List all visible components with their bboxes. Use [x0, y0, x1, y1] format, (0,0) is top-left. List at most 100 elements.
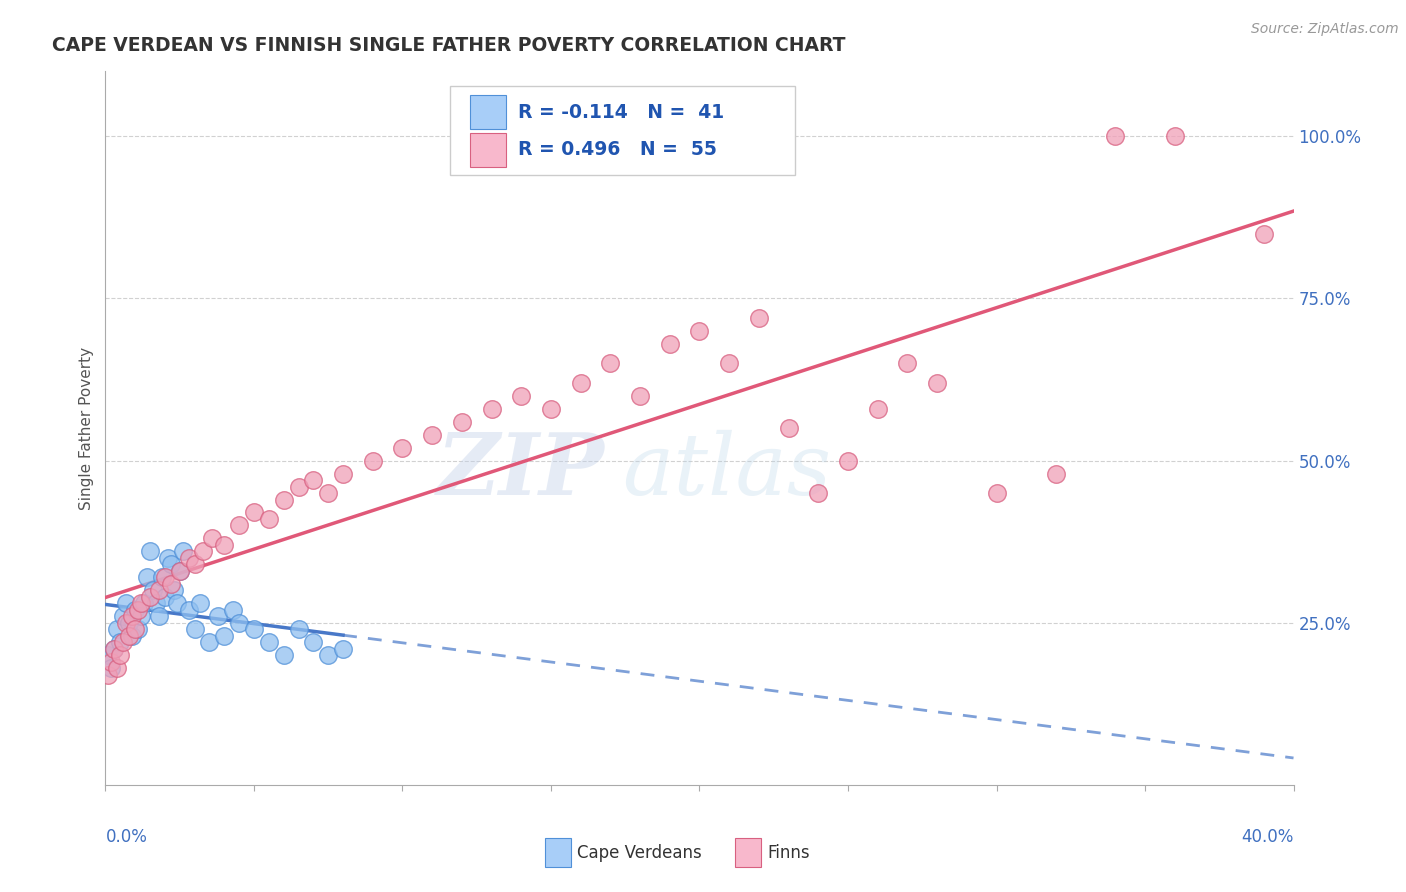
Point [207, 609, 229, 624]
Point [450, 415, 472, 429]
Point [198, 635, 221, 649]
Point [118, 629, 141, 643]
FancyBboxPatch shape [735, 838, 761, 867]
Text: R = -0.114   N =  41: R = -0.114 N = 41 [517, 103, 724, 121]
FancyBboxPatch shape [470, 95, 506, 129]
Text: ZIP: ZIP [437, 429, 605, 513]
Point [599, 356, 621, 370]
Point [183, 558, 205, 572]
Point [169, 564, 191, 578]
Point [837, 453, 859, 467]
Point [129, 596, 152, 610]
Point [153, 570, 176, 584]
Point [658, 336, 681, 351]
Point [103, 641, 125, 656]
Point [121, 629, 143, 643]
Point [139, 544, 162, 558]
Point [115, 596, 138, 610]
Point [100, 655, 122, 669]
Point [129, 609, 152, 624]
Point [1104, 129, 1126, 144]
Point [145, 596, 167, 610]
Text: Source: ZipAtlas.com: Source: ZipAtlas.com [1251, 22, 1399, 37]
Point [481, 401, 503, 416]
Point [193, 544, 215, 558]
Point [97, 648, 120, 663]
FancyBboxPatch shape [450, 86, 794, 175]
Point [257, 512, 280, 526]
Point [1045, 467, 1067, 481]
Point [148, 609, 170, 624]
Text: CAPE VERDEAN VS FINNISH SINGLE FATHER POVERTY CORRELATION CHART: CAPE VERDEAN VS FINNISH SINGLE FATHER PO… [52, 36, 845, 54]
Point [105, 661, 128, 675]
Point [201, 532, 224, 546]
Point [228, 615, 250, 630]
Point [110, 635, 132, 649]
Point [718, 356, 741, 370]
Point [190, 596, 212, 610]
Point [316, 486, 339, 500]
Text: Cape Verdeans: Cape Verdeans [576, 844, 702, 862]
Point [628, 389, 651, 403]
Point [243, 506, 266, 520]
Point [391, 441, 413, 455]
Point [124, 603, 146, 617]
Point [361, 453, 384, 467]
Text: R = 0.496   N =  55: R = 0.496 N = 55 [517, 140, 717, 160]
Point [150, 570, 173, 584]
Point [316, 648, 339, 663]
Point [778, 421, 800, 435]
Text: atlas: atlas [623, 430, 831, 512]
Point [332, 467, 354, 481]
Point [1164, 129, 1187, 144]
Point [121, 609, 143, 624]
Text: 0.0%: 0.0% [105, 828, 148, 846]
Point [287, 479, 309, 493]
Point [177, 550, 200, 565]
Point [927, 376, 949, 390]
Point [177, 603, 200, 617]
Y-axis label: Single Father Poverty: Single Father Poverty [79, 347, 94, 509]
Text: Finns: Finns [768, 844, 810, 862]
Point [169, 564, 191, 578]
Point [112, 635, 135, 649]
Point [228, 518, 250, 533]
FancyBboxPatch shape [546, 838, 571, 867]
Point [148, 583, 170, 598]
Point [302, 635, 325, 649]
Point [748, 310, 770, 325]
Point [139, 590, 162, 604]
Point [183, 622, 205, 636]
Point [332, 641, 354, 656]
Point [222, 603, 245, 617]
Point [153, 590, 176, 604]
Point [273, 648, 295, 663]
Point [127, 603, 149, 617]
Point [118, 615, 141, 630]
Point [243, 622, 266, 636]
Point [100, 661, 122, 675]
Point [159, 558, 181, 572]
Point [302, 473, 325, 487]
Point [807, 486, 830, 500]
Point [115, 615, 138, 630]
Point [110, 648, 132, 663]
Point [866, 401, 889, 416]
Point [132, 596, 155, 610]
Point [136, 570, 159, 584]
Point [287, 622, 309, 636]
Point [214, 629, 236, 643]
Point [986, 486, 1008, 500]
Point [97, 667, 120, 681]
Point [257, 635, 280, 649]
Point [163, 583, 186, 598]
Point [214, 538, 236, 552]
Point [112, 609, 135, 624]
Point [420, 427, 443, 442]
FancyBboxPatch shape [470, 133, 506, 167]
Point [127, 622, 149, 636]
Point [103, 641, 125, 656]
Point [569, 376, 592, 390]
Point [273, 492, 295, 507]
Point [142, 583, 165, 598]
